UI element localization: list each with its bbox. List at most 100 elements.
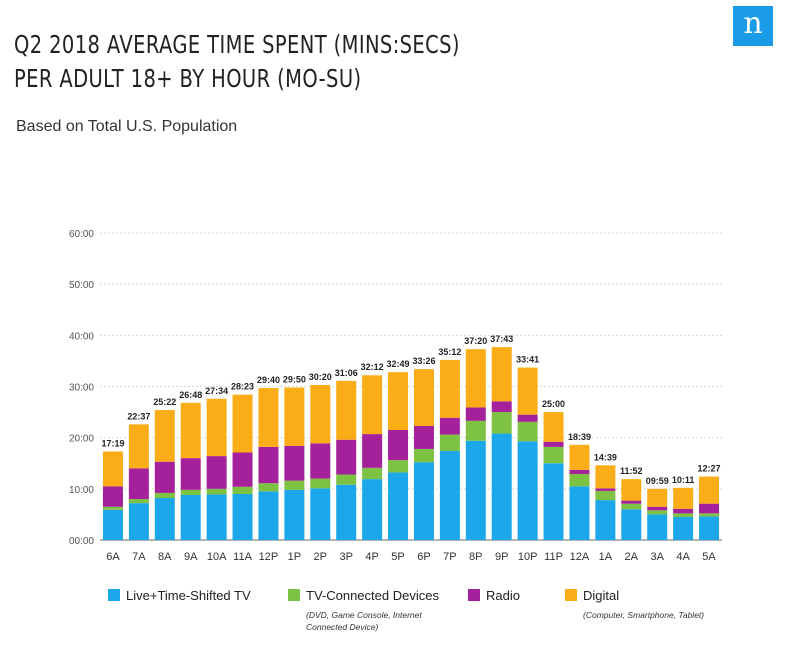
bar-segment-devices [647,510,668,515]
bar-segment-digital [310,384,331,444]
x-tick-label: 8A [158,551,172,563]
bar-segment-digital [491,347,512,402]
bar-segment-digital [154,410,175,462]
bar-segment-radio [517,414,538,422]
y-tick-label: 00:00 [69,536,94,547]
x-tick-label: 10P [518,551,538,563]
bar-segment-devices [102,506,123,510]
bar-total-label: 14:39 [594,452,617,462]
bar-total-label: 09:59 [646,476,669,486]
bar-segment-radio [284,445,305,481]
legend-item-devices: TV-Connected Devices (DVD, Game Console, … [288,588,448,633]
bar-segment-devices [621,503,642,510]
bar-total-label: 22:37 [127,411,150,421]
bar-total-label: 25:00 [542,399,565,409]
legend-label: TV-Connected Devices [306,588,439,603]
bar-segment-tv [128,503,149,540]
bar-segment-devices [388,460,409,473]
bar-segment-tv [569,486,590,540]
bar-segment-tv [388,472,409,540]
bar-segment-tv [413,462,434,540]
bar-segment-devices [206,488,227,495]
bar-segment-devices [232,486,253,494]
y-tick-label: 60:00 [69,229,94,240]
x-tick-label: 11A [233,551,252,563]
bar-segment-digital [569,444,590,470]
bar-segment-tv [102,509,123,540]
bar-segment-devices [673,513,694,517]
bar-segment-tv [621,509,642,540]
bar-segment-radio [154,461,175,493]
x-tick-label: 6P [417,551,430,563]
bar-segment-digital [699,476,720,504]
y-tick-label: 50:00 [69,280,94,291]
bar-total-label: 37:43 [490,334,513,344]
bar-segment-tv [647,514,668,540]
bar-total-label: 28:23 [231,382,254,392]
bar-total-label: 10:11 [672,475,695,485]
bar-segment-digital [465,349,486,408]
bar-segment-digital [232,394,253,453]
bar-segment-devices [284,480,305,490]
bar-segment-radio [673,508,694,514]
bar-segment-digital [439,359,460,418]
x-tick-label: 2A [625,551,639,563]
x-tick-label: 8P [469,551,482,563]
bar-segment-radio [647,506,668,511]
bar-total-label: 18:39 [568,432,591,442]
bar-segment-devices [595,490,616,501]
x-tick-label: 3P [339,551,352,563]
bar-segment-tv [362,479,383,540]
y-tick-label: 30:00 [69,383,94,394]
chart-title-line-1: Q2 2018 AVERAGE TIME SPENT (MINS:SECS) [14,30,460,59]
legend-swatch [288,589,300,601]
bar-segment-radio [362,434,383,468]
bar-segment-radio [569,469,590,474]
bar-segment-devices [180,489,201,495]
bar-segment-devices [569,473,590,487]
bar-segment-devices [336,474,357,485]
x-tick-label: 12P [259,551,279,563]
bar-segment-tv [595,500,616,540]
x-tick-label: 2P [314,551,327,563]
bar-segment-digital [284,387,305,446]
legend-swatch [565,589,577,601]
bar-segment-tv [465,440,486,540]
bar-segment-digital [336,380,357,440]
bar-segment-devices [154,492,175,499]
x-tick-label: 5P [391,551,404,563]
x-tick-label: 5A [702,551,716,563]
bar-total-label: 32:49 [387,359,410,369]
bar-segment-devices [517,421,538,442]
bar-total-label: 37:20 [464,336,487,346]
bar-segment-tv [491,433,512,540]
chart-subtitle: Based on Total U.S. Population [16,118,238,135]
bar-segment-digital [621,479,642,501]
legend-note: (DVD, Game Console, Internet Connected D… [306,610,422,632]
bar-segment-radio [465,407,486,421]
legend-item-digital: Digital (Computer, Smartphone, Tablet) [565,588,735,621]
bar-segment-devices [128,499,149,504]
bar-total-label: 25:22 [153,397,176,407]
bar-segment-digital [206,398,227,457]
bar-total-label: 17:19 [101,438,124,448]
bar-total-label: 26:48 [179,390,202,400]
y-tick-label: 40:00 [69,331,94,342]
bar-total-label: 33:41 [516,355,539,365]
legend-label: Radio [486,588,520,603]
bar-segment-tv [284,489,305,540]
bar-segment-tv [517,441,538,540]
bar-segment-devices [258,483,279,492]
bar-total-label: 32:12 [361,362,384,372]
bar-segment-radio [388,429,409,461]
bar-segment-digital [128,424,149,469]
bar-total-label: 11:52 [620,466,643,476]
bar-segment-radio [595,488,616,491]
bar-segment-devices [439,434,460,451]
x-tick-label: 1A [599,551,613,563]
bar-segment-radio [336,439,357,475]
bar-total-label: 30:20 [309,372,332,382]
legend-swatch [468,589,480,601]
bar-segment-digital [413,369,434,426]
bar-segment-radio [128,468,149,500]
